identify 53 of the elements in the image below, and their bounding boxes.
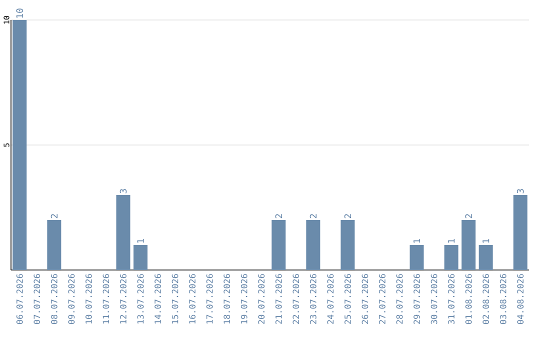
- data-label: 3: [516, 189, 524, 194]
- bar: [47, 220, 62, 270]
- data-label: 2: [310, 214, 316, 218]
- data-label: 1: [414, 239, 420, 243]
- x-tick-label: 16.07.2026: [189, 274, 196, 324]
- x-tick-label: 06.07.2026: [16, 274, 23, 324]
- bar: [116, 195, 130, 270]
- x-tick-label: 12.07.2026: [120, 274, 126, 324]
- bar: [410, 245, 424, 270]
- x-tick-label: 31.07.2026: [448, 274, 455, 324]
- x-tick-label: 07.07.2026: [34, 274, 40, 324]
- bar: [462, 220, 476, 270]
- x-tick-label: 14.07.2026: [154, 274, 161, 324]
- data-label: 1: [137, 239, 144, 243]
- x-tick-label: 08.07.2026: [50, 274, 58, 324]
- x-tick-label: 29.07.2026: [414, 274, 420, 324]
- x-tick-label: 10.07.2026: [86, 274, 92, 324]
- x-tick-label: 15.07.2026: [172, 274, 178, 324]
- data-label: 10: [16, 8, 24, 18]
- x-tick-label: 17.07.2026: [206, 274, 213, 324]
- bar: [478, 245, 493, 270]
- x-tick-label: 27.07.2026: [379, 274, 386, 324]
- x-tick-label: 22.07.2026: [292, 274, 300, 324]
- data-label: 3: [120, 189, 127, 194]
- x-tick-label: 19.07.2026: [240, 274, 248, 324]
- x-tick-label: 13.07.2026: [137, 274, 144, 324]
- x-tick-label: 03.08.2026: [500, 274, 506, 324]
- x-tick-label: 20.07.2026: [258, 274, 265, 324]
- x-tick-label: 18.07.2026: [224, 274, 230, 324]
- bar: [134, 245, 148, 270]
- x-tick-label: 01.08.2026: [465, 274, 472, 324]
- data-label: 1: [448, 239, 455, 243]
- data-label: 2: [275, 214, 282, 218]
- bar: [272, 220, 286, 270]
- bar: [513, 195, 528, 270]
- x-tick-label: 02.08.2026: [482, 274, 490, 324]
- bar: [306, 220, 320, 270]
- x-tick-label: 24.07.2026: [327, 274, 334, 324]
- x-tick-label: 21.07.2026: [275, 274, 282, 324]
- x-tick-label: 09.07.2026: [68, 274, 75, 324]
- x-tick-label: 25.07.2026: [344, 274, 351, 324]
- data-label: 1: [482, 239, 490, 243]
- data-label: 2: [465, 214, 472, 218]
- data-label: 2: [344, 214, 352, 218]
- x-tick-label: 23.07.2026: [310, 274, 316, 324]
- x-tick-label: 04.08.2026: [517, 274, 524, 324]
- x-tick-label: 28.07.2026: [396, 274, 403, 324]
- x-tick-label: 11.07.2026: [102, 274, 110, 324]
- bar: [444, 245, 458, 270]
- bar: [340, 220, 355, 270]
- x-tick-label: 26.07.2026: [362, 274, 368, 324]
- x-tick-label: 30.07.2026: [430, 274, 438, 324]
- data-label: 2: [50, 214, 58, 218]
